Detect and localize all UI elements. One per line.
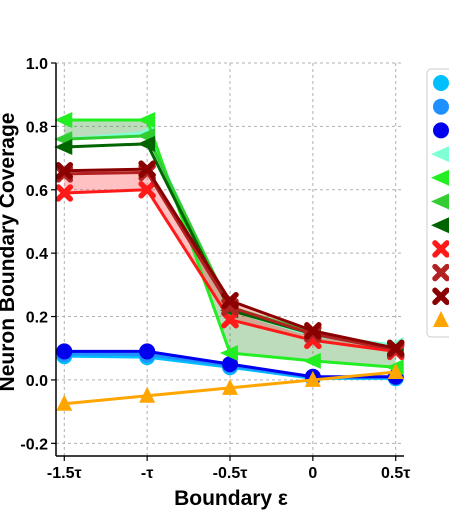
legend-entry-7 (432, 240, 449, 258)
legend-marker-0 (433, 75, 449, 91)
legend (426, 68, 449, 338)
series-10 (56, 363, 404, 411)
y-tick-label-1: 0.0 (26, 373, 48, 390)
legend-marker-2 (433, 122, 449, 139)
series-2-point-1 (139, 343, 156, 360)
y-axis-title: Neuron Boundary Coverage (0, 113, 19, 392)
legend-marker-4 (431, 169, 449, 186)
series-2-point-2 (222, 356, 238, 373)
legend-marker-5 (431, 193, 449, 210)
series-9-point-0 (55, 162, 74, 180)
series-4 (54, 112, 404, 376)
y-tick-label-3: 0.4 (26, 246, 48, 263)
x-axis-title: Boundary ε (174, 487, 288, 510)
series-lines (54, 112, 405, 411)
series-6-point-0 (54, 138, 73, 155)
legend-entry-5 (431, 193, 449, 210)
legend-entry-9 (432, 287, 449, 306)
x-tick-label-4: 0.5τ (381, 465, 410, 482)
series-10-point-4 (387, 363, 404, 380)
series-10-point-3 (304, 370, 321, 387)
y-tick-label-4: 0.6 (26, 183, 48, 200)
series-6-point-1 (137, 135, 156, 152)
legend-entry-1 (433, 98, 449, 115)
x-tick-label-0: -1.5τ (47, 465, 82, 482)
legend-entry-2 (433, 122, 449, 139)
x-tick-label-3: 0 (308, 465, 317, 482)
y-tick-label-6: 1.0 (26, 56, 48, 73)
legend-marker-1 (433, 98, 449, 115)
x-tick-label-1: -τ (141, 465, 153, 482)
series-9-point-3 (304, 322, 322, 340)
series-4-point-2 (220, 344, 238, 361)
legend-entry-8 (432, 263, 449, 282)
x-tick-label-2: -0.5τ (213, 465, 248, 482)
legend-marker-9 (432, 287, 449, 306)
legend-marker-10 (433, 311, 449, 327)
legend-entry-6 (431, 217, 449, 234)
series-10-point-1 (139, 386, 156, 403)
series-9-point-4 (386, 339, 405, 357)
legend-entry-10 (433, 311, 449, 327)
series-9-point-2 (221, 291, 239, 310)
series-9-point-1 (138, 160, 156, 178)
legend-marker-7 (432, 240, 449, 258)
series-7-point-0 (55, 184, 74, 202)
y-tick-label-2: 0.2 (26, 310, 48, 327)
series-4-point-3 (302, 352, 321, 369)
axes (51, 62, 404, 461)
legend-entry-3 (431, 146, 449, 163)
band-2 (64, 169, 396, 352)
legend-entry-0 (433, 75, 449, 91)
y-tick-label-0: -0.2 (20, 436, 48, 453)
legend-marker-3 (431, 146, 449, 163)
legend-marker-8 (432, 263, 449, 282)
legend-entry-4 (431, 169, 449, 186)
y-tick-label-5: 0.8 (26, 119, 48, 136)
series-10-point-0 (56, 394, 73, 411)
legend-marker-6 (431, 217, 449, 234)
series-2-point-0 (56, 343, 73, 360)
tick-labels: -1.5τ -τ -0.5τ 0 0.5τ -0.2 0.0 0.2 0.4 0.6 0.8 1.0 (20, 56, 410, 482)
series-10-point-2 (222, 378, 238, 395)
series-7-point-1 (138, 181, 156, 199)
series-9 (55, 160, 405, 357)
series-4-point-1 (137, 112, 156, 129)
series-4-point-0 (54, 112, 73, 129)
series-7-point-2 (221, 310, 239, 329)
